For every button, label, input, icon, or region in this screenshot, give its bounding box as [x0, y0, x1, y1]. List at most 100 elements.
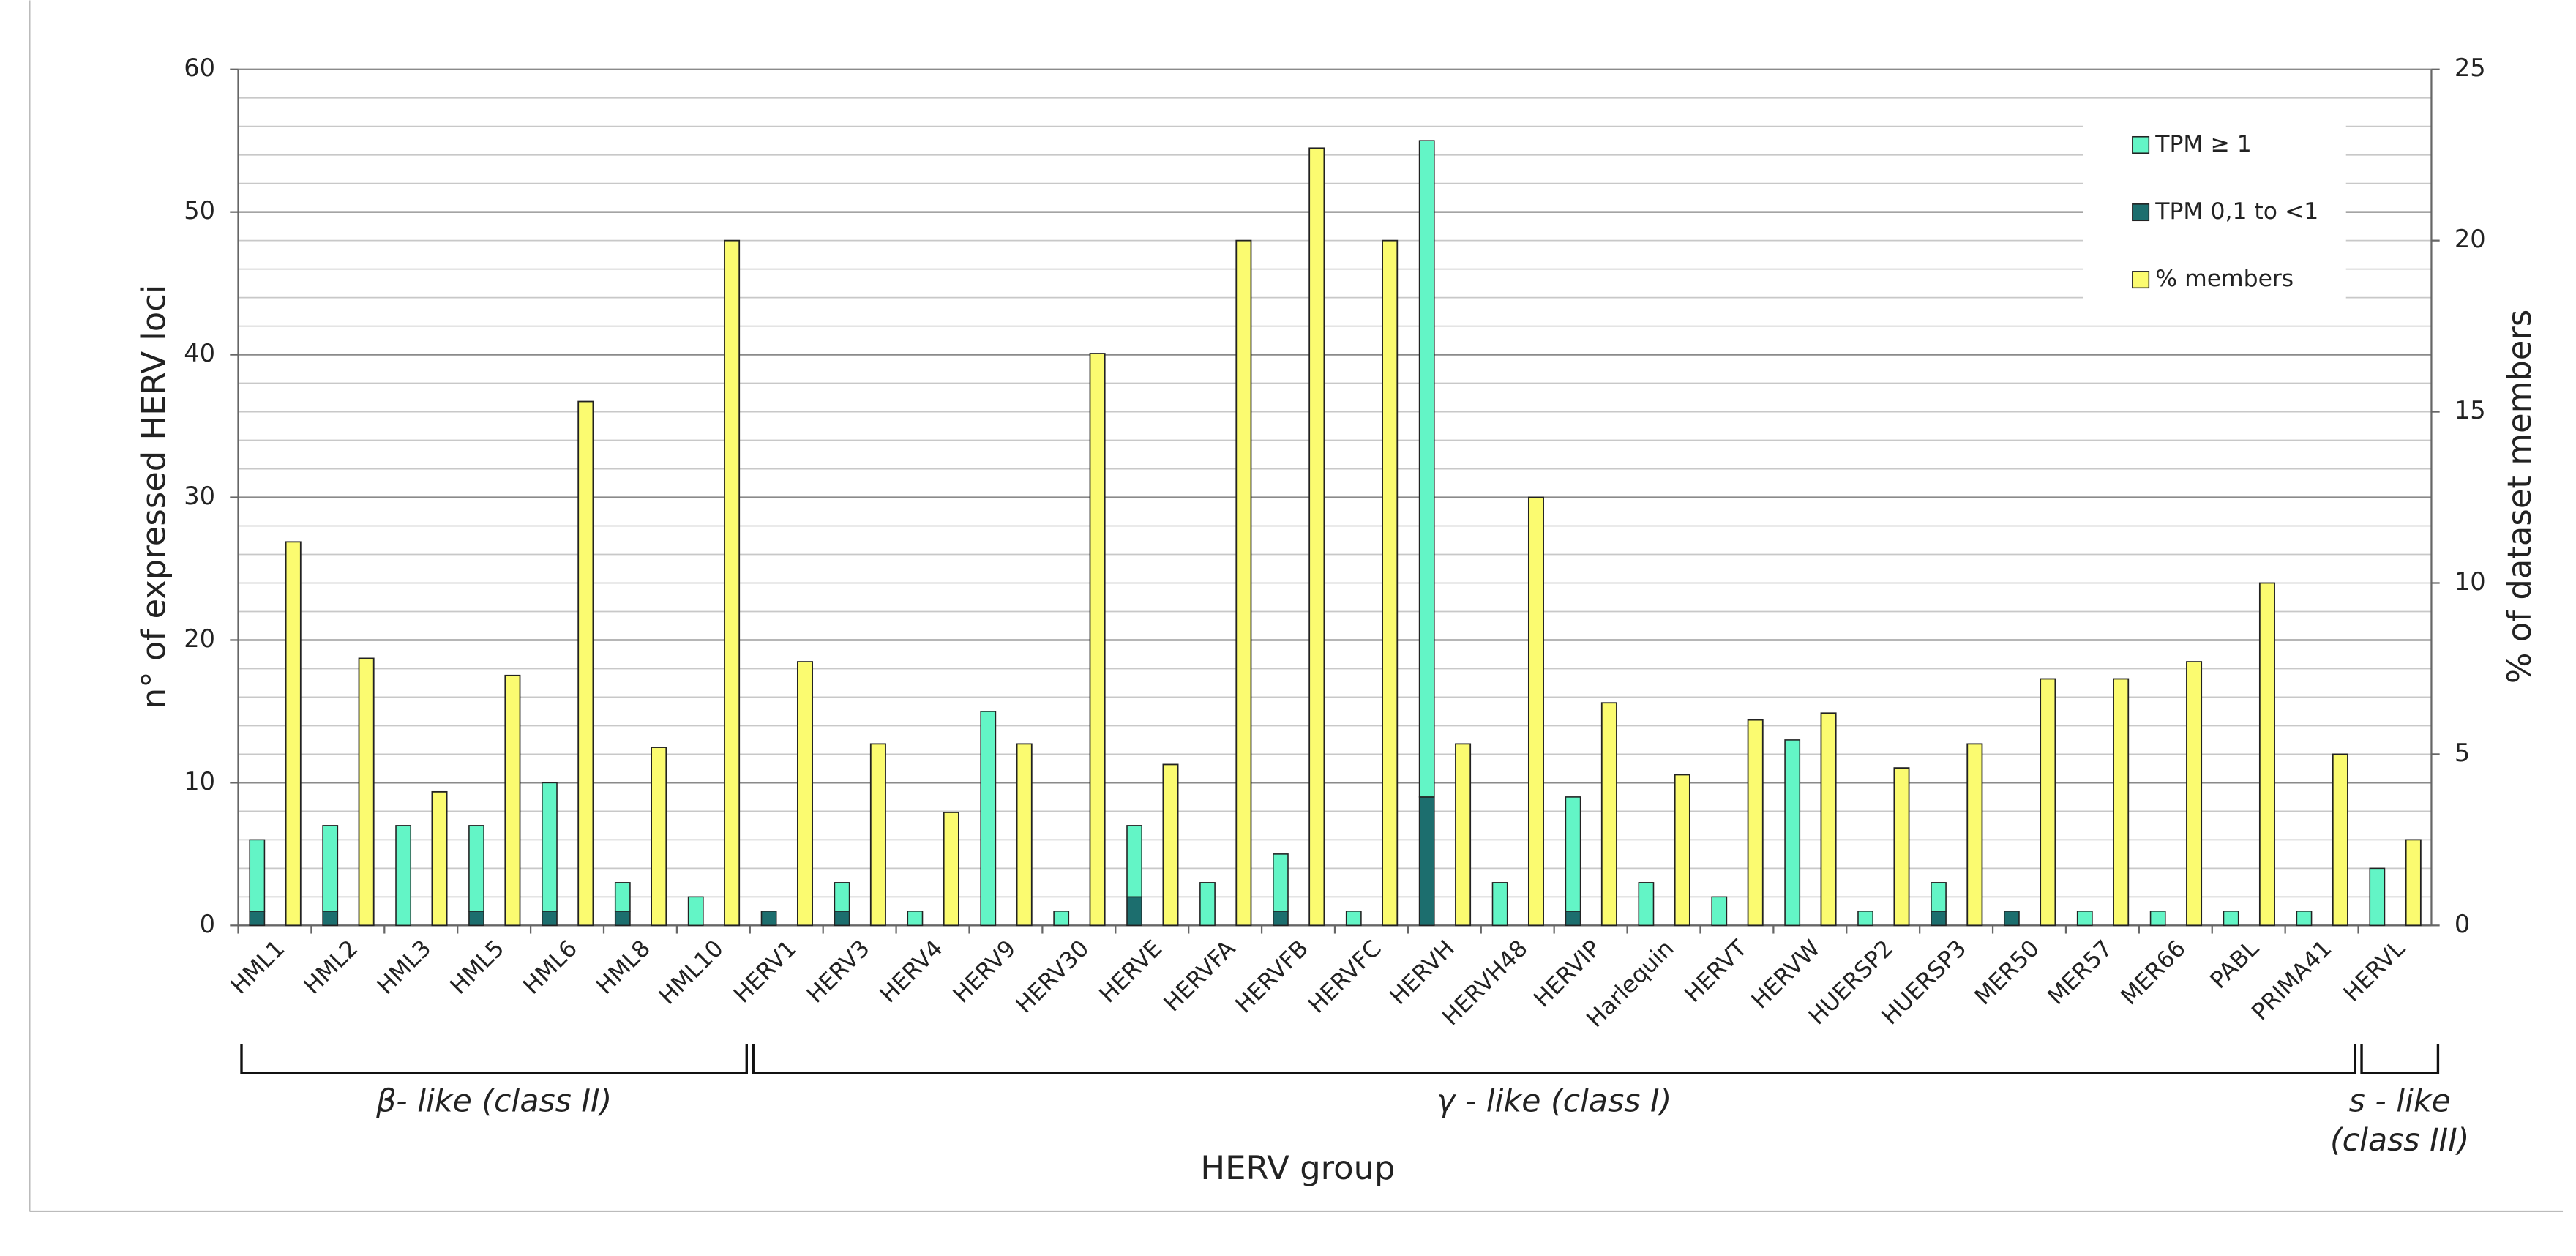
- bar: [2332, 753, 2348, 927]
- bar: [1600, 702, 1617, 927]
- y2-tick-label: 0: [2455, 910, 2470, 938]
- y-tick-label: 60: [184, 53, 215, 82]
- bar: [1016, 743, 1033, 927]
- bar: [431, 790, 448, 927]
- bar-segment: [542, 782, 558, 912]
- bar-segment: [1857, 911, 1873, 927]
- bar-segment: [1711, 896, 1728, 927]
- y-tick-label: 20: [184, 624, 215, 653]
- bar-segment: [2149, 911, 2166, 927]
- y-tick-label: 0: [200, 910, 215, 938]
- bar: [1820, 712, 1837, 927]
- y-axis-title: n° of expressed HERV loci: [134, 285, 173, 709]
- bar-segment: [2296, 911, 2313, 927]
- bar-segment: [760, 911, 777, 927]
- y-tick-label: 30: [184, 482, 215, 510]
- legend-label: TPM ≥ 1: [2154, 131, 2251, 157]
- bar-segment: [322, 911, 339, 927]
- y2-tick-label: 25: [2455, 53, 2486, 82]
- bar: [2405, 839, 2422, 927]
- bar-segment: [322, 825, 339, 912]
- bar: [1674, 774, 1690, 927]
- bar: [1455, 743, 1472, 927]
- bar-segment: [1199, 882, 1216, 927]
- bar-segment: [1273, 853, 1289, 912]
- y2-tick-label: 20: [2455, 225, 2486, 253]
- y2-axis-title: % of dataset members: [2500, 310, 2539, 684]
- bar: [2258, 582, 2275, 927]
- bar-segment: [1565, 796, 1581, 912]
- bar-segment: [249, 911, 266, 927]
- y-tick-label: 50: [184, 196, 215, 225]
- bar-segment: [1053, 911, 1070, 927]
- bar-segment: [249, 839, 266, 912]
- legend-swatch: [2132, 135, 2150, 154]
- legend: TPM ≥ 1 TPM 0,1 to <1 % members: [2083, 102, 2346, 303]
- y2-tick-label: 15: [2455, 396, 2486, 425]
- group-bracket: [2360, 1043, 2440, 1075]
- bar: [1162, 763, 1179, 927]
- bar: [577, 400, 594, 927]
- bar-segment: [687, 896, 704, 927]
- bar: [797, 661, 813, 927]
- y-tick-label: 10: [184, 767, 215, 796]
- bar-segment: [1931, 882, 1947, 912]
- bar: [1527, 496, 1544, 927]
- bar-segment: [2003, 911, 2020, 927]
- bar-segment: [2223, 911, 2239, 927]
- bar: [504, 674, 521, 927]
- bar: [1382, 239, 1399, 927]
- bar: [724, 239, 741, 927]
- bar: [1308, 147, 1325, 927]
- bar-segment: [1784, 739, 1801, 927]
- bar-segment: [907, 911, 924, 927]
- bar-segment: [1931, 911, 1947, 927]
- bar-segment: [1273, 911, 1289, 927]
- bar-segment: [468, 911, 484, 927]
- bar: [1235, 239, 1252, 927]
- bar: [869, 743, 886, 927]
- bar: [1747, 719, 1764, 927]
- bar: [2113, 678, 2130, 927]
- bar-segment: [2076, 911, 2093, 927]
- bar-segment: [980, 711, 997, 927]
- bar: [358, 657, 375, 927]
- bar: [285, 541, 302, 927]
- bar-segment: [614, 911, 631, 927]
- bar-segment: [1565, 911, 1581, 927]
- y2-tick-label: 10: [2455, 567, 2486, 596]
- bar-segment: [1491, 882, 1508, 927]
- bar-segment: [834, 911, 850, 927]
- y-tick-label: 40: [184, 339, 215, 367]
- bar-segment: [542, 911, 558, 927]
- legend-box: [2083, 102, 2346, 303]
- bar-segment: [1418, 796, 1435, 927]
- bar-segment: [1126, 825, 1142, 898]
- bar: [1966, 743, 1983, 927]
- bar: [2040, 678, 2056, 927]
- legend-label: % members: [2155, 266, 2294, 292]
- group-bracket: [240, 1043, 748, 1075]
- y2-tick-label: 5: [2455, 739, 2470, 767]
- legend-label: TPM 0,1 to <1: [2154, 198, 2318, 225]
- bar-segment: [2369, 867, 2386, 927]
- group-label: (class III): [2330, 1122, 2469, 1159]
- legend-swatch: [2132, 203, 2150, 222]
- bar-segment: [1418, 140, 1435, 798]
- bar-segment: [1638, 882, 1655, 927]
- legend-swatch: [2132, 271, 2150, 289]
- bar: [651, 747, 667, 927]
- group-label: γ - like (class I): [1437, 1083, 1671, 1119]
- group-bracket: [752, 1043, 2356, 1075]
- bar-segment: [395, 825, 412, 927]
- bar: [2186, 661, 2203, 927]
- x-axis-title: HERV group: [1200, 1148, 1395, 1187]
- group-label: s - like: [2349, 1083, 2451, 1119]
- group-label: β- like (class II): [375, 1083, 612, 1119]
- bar-segment: [834, 882, 850, 912]
- bar-segment: [614, 882, 631, 912]
- bar: [943, 812, 959, 927]
- bar: [1893, 767, 1910, 927]
- bar-segment: [1126, 896, 1142, 927]
